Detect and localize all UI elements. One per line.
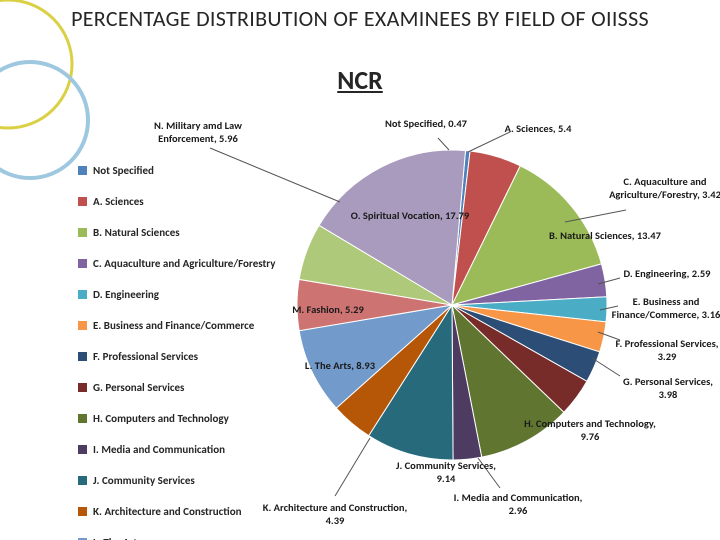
data-label: I. Media and Communication, 2.96 [448,492,588,517]
data-label: N. Military amd Law Enforcement, 5.96 [128,120,268,145]
data-label: A. Sciences, 5.4 [478,123,598,136]
data-label: C. Aquaculture and Agriculture/Forestry,… [608,176,720,201]
data-label: G. Personal Services, 3.98 [614,376,720,401]
data-label: J. Community Services, 9.14 [386,460,506,485]
data-label: E. Business and Finance/Commerce, 3.16 [610,296,720,321]
data-label: B. Natural Sciences, 13.47 [540,230,670,243]
data-label: L. The Arts, 8.93 [280,360,400,373]
data-label: O. Spiritual Vocation, 17.79 [340,210,480,223]
data-label: M. Fashion, 5.29 [268,304,388,317]
data-label: K. Architecture and Construction, 4.39 [260,502,410,527]
data-label: D. Engineering, 2.59 [612,268,720,281]
data-label: Not Specified, 0.47 [376,118,476,131]
slide: PERCENTAGE DISTRIBUTION OF EXAMINEES BY … [0,0,720,540]
data-label: H. Computers and Technology, 9.76 [520,418,660,443]
data-label: F. Professional Services, 3.29 [614,338,720,363]
